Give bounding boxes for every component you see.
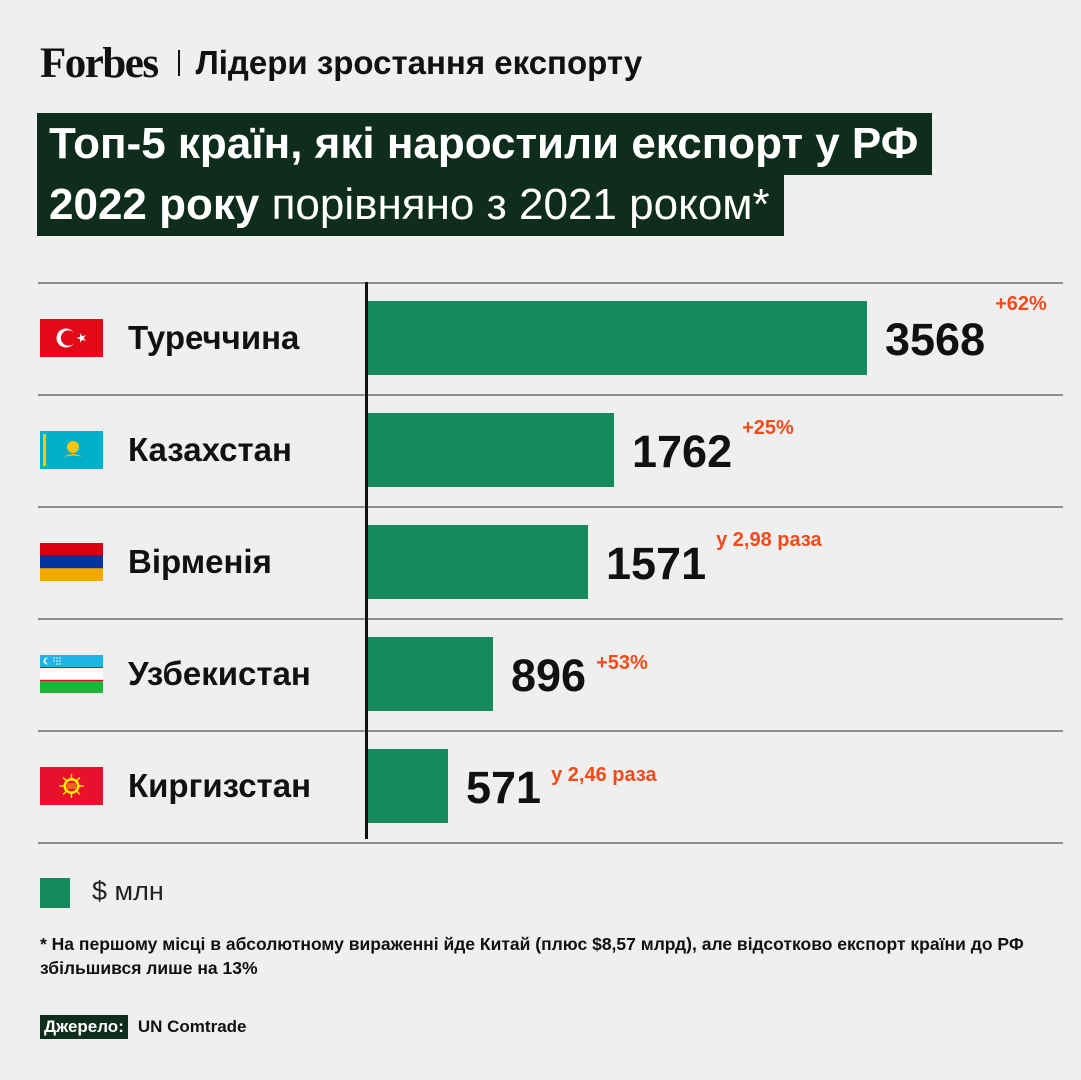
value-label: 1762 [632,426,733,477]
bar-2 [368,413,614,487]
value-label: 1571 [606,538,707,589]
header-subtitle: Лідери зростання експорту [195,44,643,81]
change-label: +62% [995,293,1047,315]
source-value: UN Comtrade [137,1017,247,1036]
kazakhstan-flag-graphic [40,431,103,469]
uzbekistan-flag-graphic [40,655,103,693]
change-label: +25% [742,417,794,439]
country-label: Казахстан [128,431,292,468]
uzbekistan-flag [40,655,103,693]
row-divider [38,618,1063,620]
chart-title-rest: порівняно з 2021 роком* [259,180,770,229]
value-label: 571 [466,762,542,813]
change-label: у 2,46 раза [551,764,657,786]
country-label: Вірменія [128,543,272,580]
value-label: 3568 [885,314,986,365]
row-divider [38,842,1063,844]
source-label: Джерело: [40,1015,128,1039]
bar-1 [368,301,867,375]
kazakhstan-flag [40,431,103,469]
footnote: * На першому місці в абсолютному виражен… [40,934,1024,978]
legend-swatch [40,878,70,908]
bar-4 [368,637,493,711]
chart-title-line1: Топ-5 країн, які наростили експорт у РФ [37,113,933,175]
kyrgyzstan-flag [40,767,103,805]
kyrgyzstan-flag-graphic [40,767,103,805]
chart-title-year: 2022 року [49,180,260,229]
header: Forbes Лідери зростання експорту [40,38,642,88]
chart-title-line2: 2022 року порівняно з 2021 роком* [37,174,784,236]
turkey-flag [40,319,103,357]
header-separator [177,50,180,76]
turkey-flag-graphic [40,319,103,357]
row-divider [38,730,1063,732]
country-label: Киргизстан [128,767,311,804]
armenia-flag [40,543,103,581]
source: Джерело: UN Comtrade [40,1015,246,1039]
y-axis-line [365,282,368,839]
armenia-flag-graphic [40,543,103,581]
bar-5 [368,749,448,823]
value-label: 896 [511,650,587,701]
change-label: +53% [596,652,648,674]
legend-label: $ млн [92,876,164,906]
country-label: Узбекистан [128,655,311,692]
row-divider [38,394,1063,396]
bar-3 [368,525,588,599]
row-divider [38,282,1063,284]
change-label: у 2,98 раза [716,529,822,551]
row-divider [38,506,1063,508]
country-label: Туреччина [128,319,300,356]
forbes-logo: Forbes [40,39,159,87]
